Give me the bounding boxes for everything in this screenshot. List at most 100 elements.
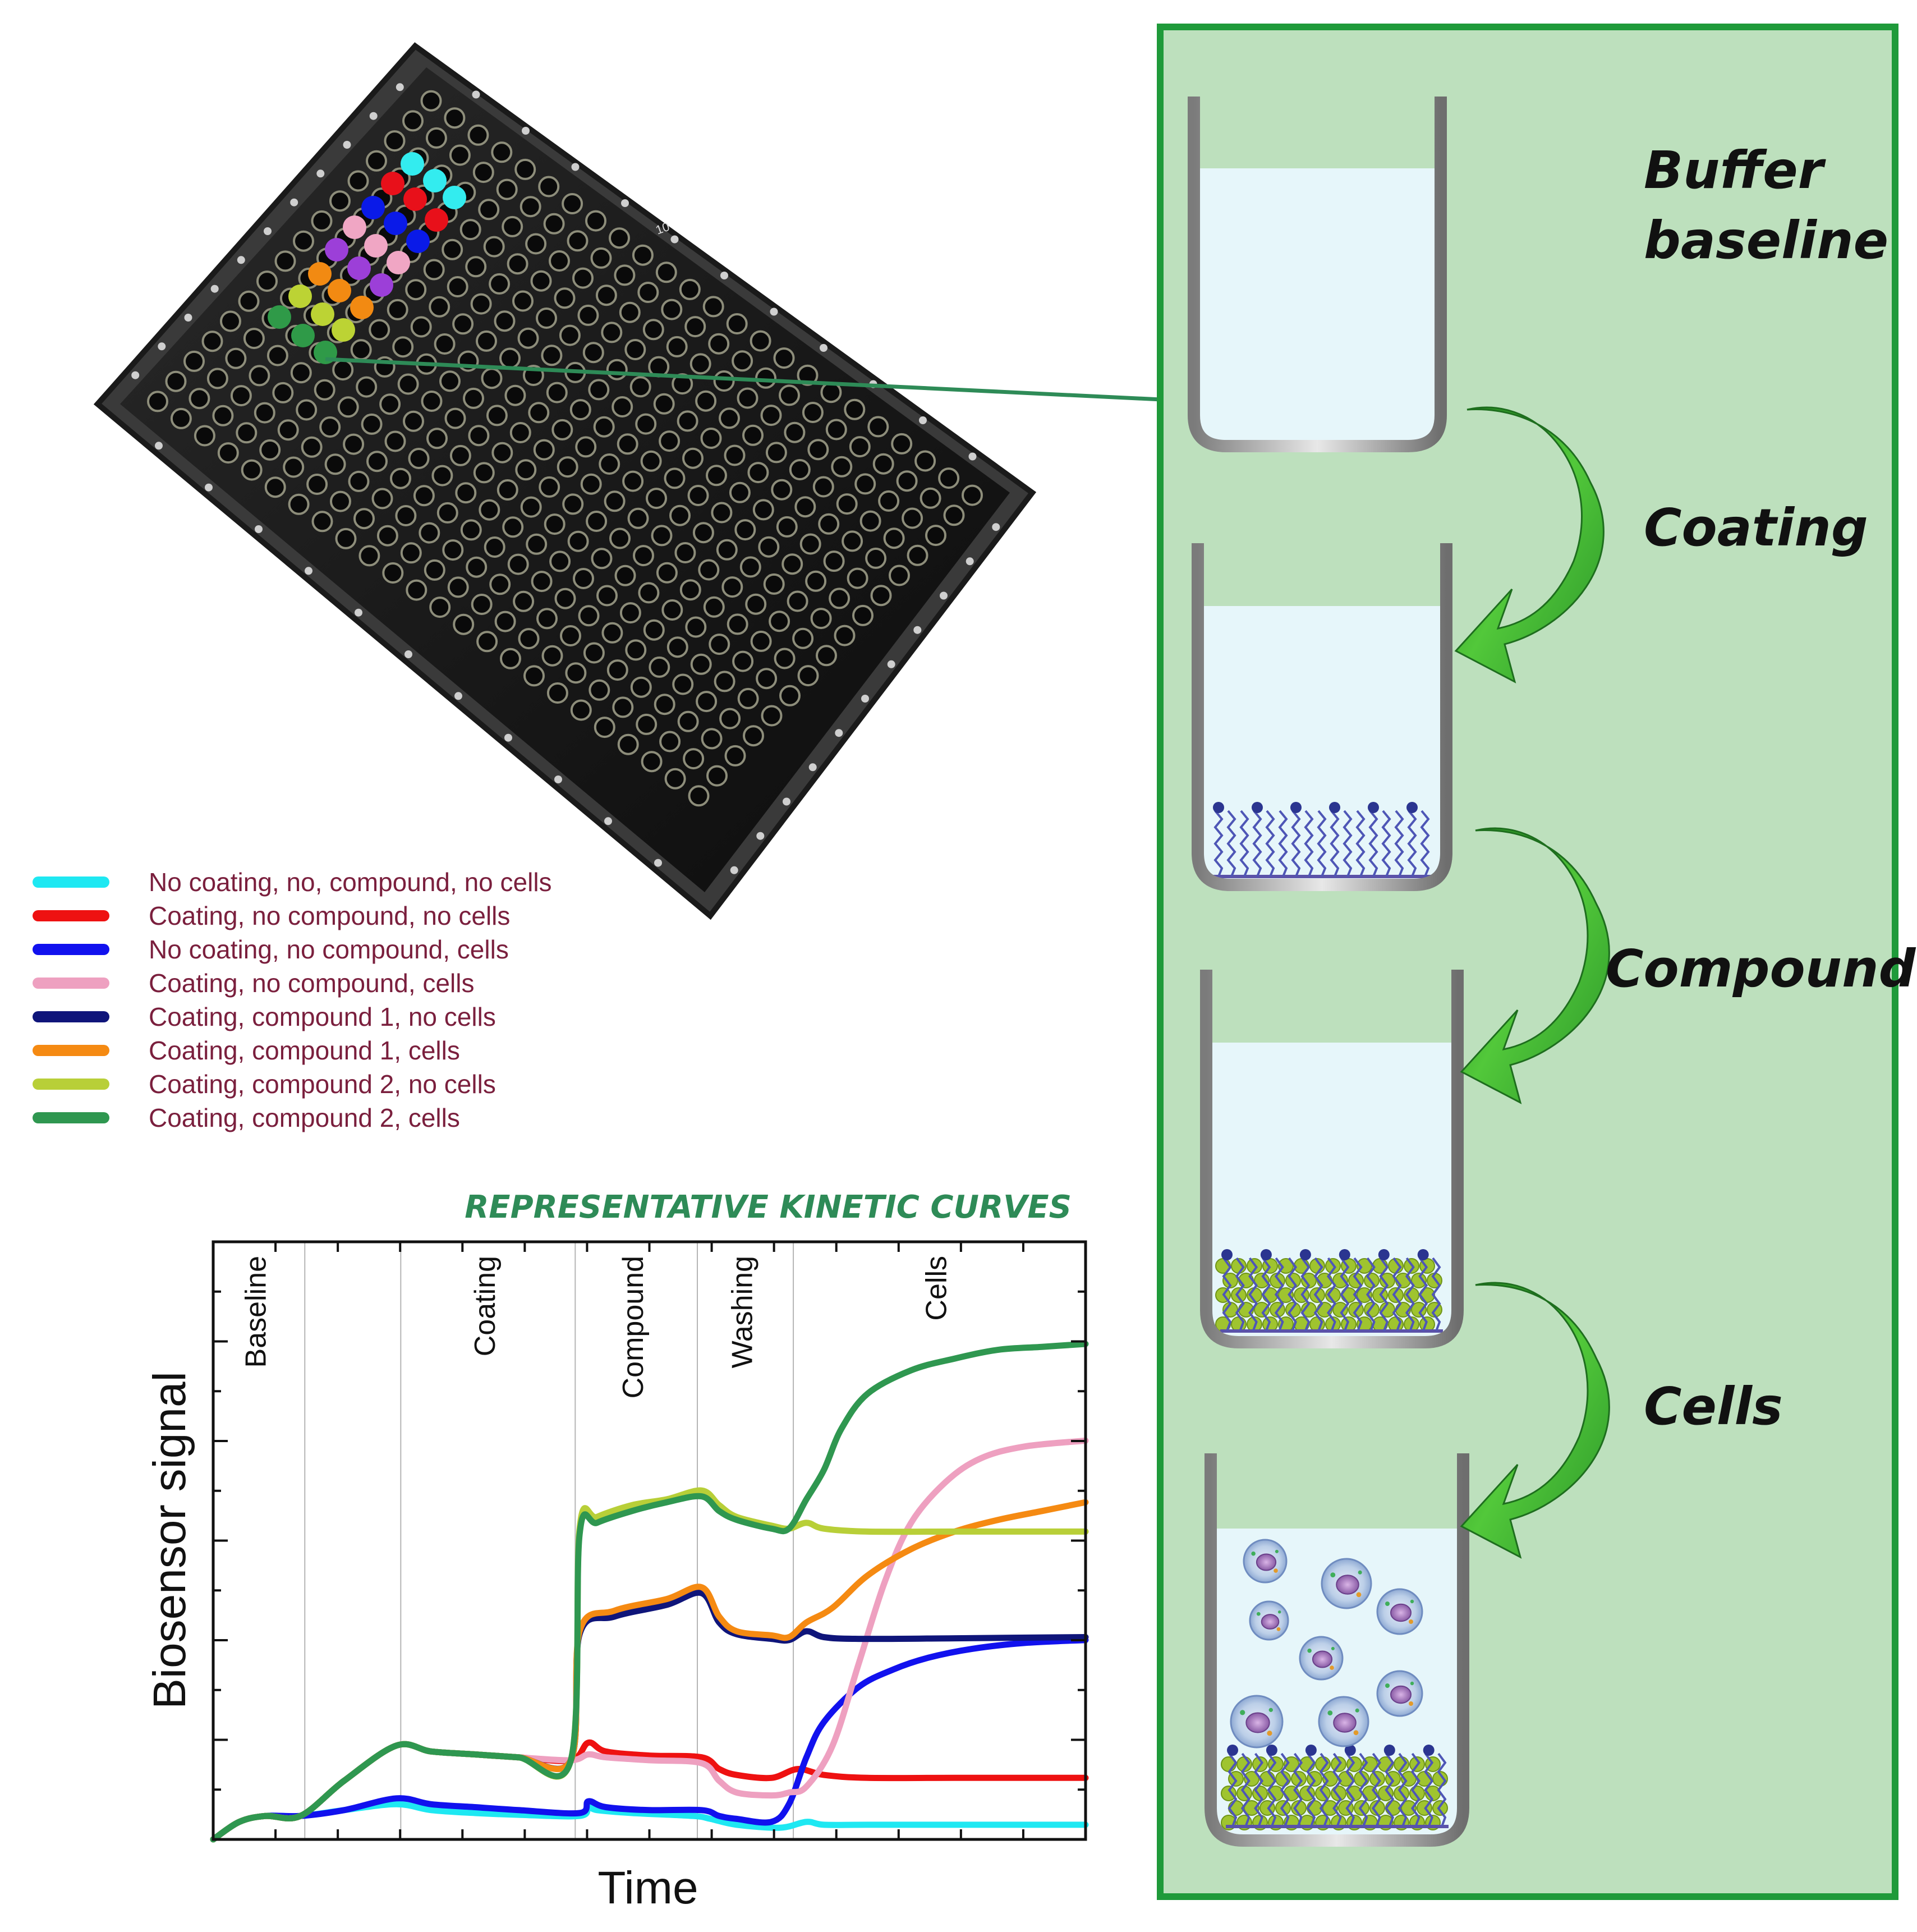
- compound-particle: [1278, 1287, 1294, 1303]
- plate-well: [489, 573, 511, 595]
- cell: [1249, 1600, 1289, 1641]
- plate-well: [636, 713, 658, 735]
- plate-rim-dot: [454, 692, 462, 700]
- plate-well: [259, 439, 281, 461]
- plate-well: [781, 553, 803, 575]
- highlighted-well: [387, 251, 410, 274]
- plate-rim-dot: [522, 127, 530, 135]
- plate-well: [410, 316, 432, 338]
- plate-well: [687, 485, 709, 506]
- plate-well: [779, 384, 800, 406]
- plate-well: [238, 290, 260, 312]
- plate-well: [471, 594, 493, 615]
- plate-well: [758, 536, 780, 558]
- plate-well: [609, 527, 631, 549]
- plate-well: [769, 611, 790, 632]
- plate-well: [371, 488, 393, 510]
- plate-well: [272, 382, 294, 403]
- plate-well: [677, 710, 699, 732]
- plate-well: [588, 379, 610, 401]
- plate-well: [473, 462, 495, 484]
- plate-well: [504, 384, 526, 406]
- plate-well: [834, 625, 856, 646]
- coating-strand: [1300, 1257, 1311, 1332]
- coating-strand: [1437, 1752, 1447, 1827]
- well-compound: [1200, 970, 1464, 1348]
- plate-well: [236, 422, 258, 444]
- coating-strand: [1330, 810, 1340, 877]
- plate-well: [756, 668, 778, 690]
- plate-well: [594, 717, 615, 738]
- compound-particle: [1244, 1800, 1259, 1816]
- plate-well: [666, 336, 688, 357]
- plate-well: [962, 484, 983, 506]
- compound-particle: [1254, 1273, 1270, 1288]
- phase-label: Coating: [469, 1256, 502, 1356]
- coating-strands: [1212, 802, 1432, 878]
- plate-well: [575, 436, 597, 458]
- plate-well: [765, 442, 787, 464]
- plate-well: [703, 596, 725, 618]
- plate-well: [439, 370, 461, 392]
- plate-well: [737, 387, 758, 409]
- plate-well: [711, 502, 733, 524]
- legend-label: Coating, compound 1, no cells: [149, 1002, 496, 1031]
- plate-well: [617, 433, 638, 455]
- plate-well: [343, 433, 365, 455]
- plate-well: [290, 362, 312, 384]
- plate-well: [685, 616, 707, 638]
- plate-well: [436, 502, 458, 524]
- coating-strand: [1235, 1257, 1245, 1332]
- strand-head: [1423, 1745, 1435, 1756]
- plate-well: [750, 330, 771, 352]
- plate-well: [266, 345, 288, 366]
- coating-strand: [1343, 810, 1353, 877]
- legend-label: Coating, compound 2, cells: [149, 1103, 460, 1132]
- plate-well: [444, 407, 466, 429]
- plate-well: [459, 219, 481, 241]
- plate-rim-dot: [783, 797, 790, 806]
- highlighted-well: [325, 238, 348, 261]
- plate-well: [719, 407, 740, 429]
- plate-rim-dot: [919, 416, 927, 424]
- plate-rim-dot: [756, 832, 765, 840]
- plate-well: [779, 685, 801, 706]
- plate-well: [543, 213, 565, 235]
- strand-head: [1383, 1745, 1395, 1756]
- plate-well: [659, 430, 681, 452]
- plate-well: [601, 622, 623, 644]
- plate-well: [481, 368, 503, 389]
- series-line: [210, 1499, 1089, 1843]
- plate-well: [682, 447, 704, 469]
- plate-well: [189, 388, 210, 410]
- plate-well: [425, 127, 447, 149]
- plate-well: [590, 247, 612, 269]
- plate-well: [335, 527, 357, 549]
- plate-rim-dot: [355, 608, 362, 617]
- plate-well: [883, 527, 905, 549]
- arrow-compound-to-cells: [1460, 1282, 1610, 1559]
- plate-well: [938, 467, 960, 489]
- plate-well: [494, 310, 516, 332]
- coating-strand: [1265, 810, 1275, 877]
- plate-well: [444, 107, 466, 129]
- legend-label: Coating, compound 1, cells: [149, 1036, 460, 1065]
- plate-well: [347, 170, 369, 192]
- plate-well: [669, 504, 691, 526]
- plate-well: [569, 399, 591, 421]
- step-label-coating: Coating: [1644, 498, 1868, 558]
- plate-rim-dot: [820, 344, 828, 352]
- plate-well: [666, 636, 688, 658]
- plate-well: [586, 511, 608, 532]
- plate-well: [630, 676, 652, 698]
- plate-well: [507, 553, 529, 575]
- plate-rim-dot: [770, 308, 778, 316]
- plate-well: [872, 453, 894, 475]
- coating-strand: [1371, 1752, 1381, 1827]
- plate-well: [337, 396, 359, 418]
- plate-well: [499, 347, 521, 369]
- plate-well: [818, 513, 840, 535]
- plate-well: [664, 768, 686, 790]
- plate-well: [324, 453, 346, 475]
- plate-well: [353, 508, 375, 530]
